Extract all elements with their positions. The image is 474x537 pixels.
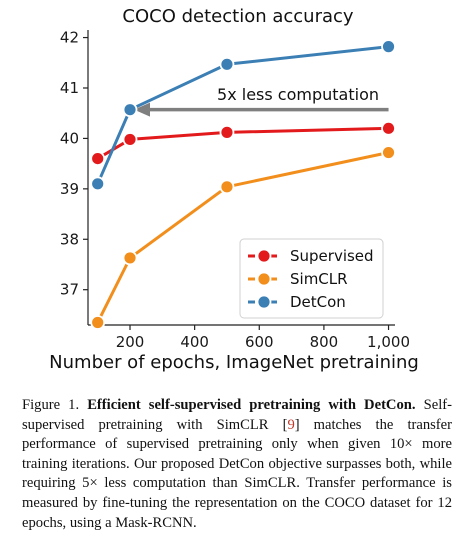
annotation-text: 5x less computation — [217, 85, 379, 104]
figure-label: Figure 1. — [22, 397, 80, 413]
x-tick-label: 800 — [310, 333, 339, 351]
detection-accuracy-chart: COCO detection accuracy 37 38 39 40 41 42 200… — [49, 6, 419, 373]
data-point-detcon — [122, 102, 138, 118]
annotation-arrow-head — [134, 102, 151, 117]
chart-legend: Supervised SimCLR DetCon — [239, 238, 384, 319]
data-point-supervised — [219, 124, 235, 140]
computation-annotation: 5x less computation — [134, 85, 389, 117]
chart-series — [90, 39, 396, 330]
caption-text-before-ref: Self-supervised pretraining with SimCLR … — [22, 397, 452, 433]
y-tick-label: 39 — [60, 180, 79, 198]
y-tick-label: 38 — [60, 230, 79, 248]
series-line-supervised — [96, 126, 389, 160]
data-point-simclr — [122, 250, 138, 266]
legend-marker-simclr — [256, 271, 272, 287]
y-axis-ticks: 37 38 39 40 41 42 — [60, 29, 88, 299]
citation-link[interactable]: 9 — [287, 416, 295, 433]
legend-marker-supervised — [256, 248, 272, 264]
series-line-simclr — [96, 151, 389, 324]
y-tick-label: 40 — [60, 129, 79, 147]
caption-text-after-ref: ] matches the transfer performance of su… — [22, 416, 453, 531]
figure-caption: Figure 1. Efficient self-supervised pret… — [22, 396, 452, 533]
chart-axes — [87, 30, 395, 326]
legend-label-simclr: SimCLR — [290, 270, 348, 288]
series-line-detcon — [96, 45, 389, 185]
legend-marker-detcon — [256, 294, 272, 310]
data-point-detcon — [381, 39, 396, 55]
y-tick-label: 42 — [60, 29, 79, 47]
data-point-supervised — [122, 132, 138, 147]
x-tick-label: 600 — [245, 333, 274, 351]
data-point-supervised — [381, 120, 396, 136]
x-axis-ticks: 200 400 600 800 1,000 — [116, 325, 410, 351]
caption-title: Efficient self-supervised pretraining wi… — [87, 397, 416, 413]
data-point-simclr — [381, 145, 396, 160]
data-point-simclr — [90, 315, 106, 330]
data-point-simclr — [219, 179, 235, 195]
data-point-detcon — [219, 56, 235, 72]
data-point-supervised — [90, 151, 106, 166]
data-point-detcon — [90, 176, 106, 192]
x-tick-label: 1,000 — [367, 333, 410, 351]
y-tick-label: 37 — [60, 281, 79, 299]
legend-box — [239, 238, 384, 319]
legend-label-supervised: Supervised — [290, 247, 374, 265]
y-tick-label: 41 — [60, 79, 79, 97]
chart-title: COCO detection accuracy — [122, 6, 353, 27]
x-tick-label: 400 — [180, 333, 209, 351]
x-axis-label: Number of epochs, ImageNet pretraining — [49, 352, 419, 373]
x-tick-label: 200 — [116, 333, 145, 351]
legend-label-detcon: DetCon — [290, 293, 346, 311]
